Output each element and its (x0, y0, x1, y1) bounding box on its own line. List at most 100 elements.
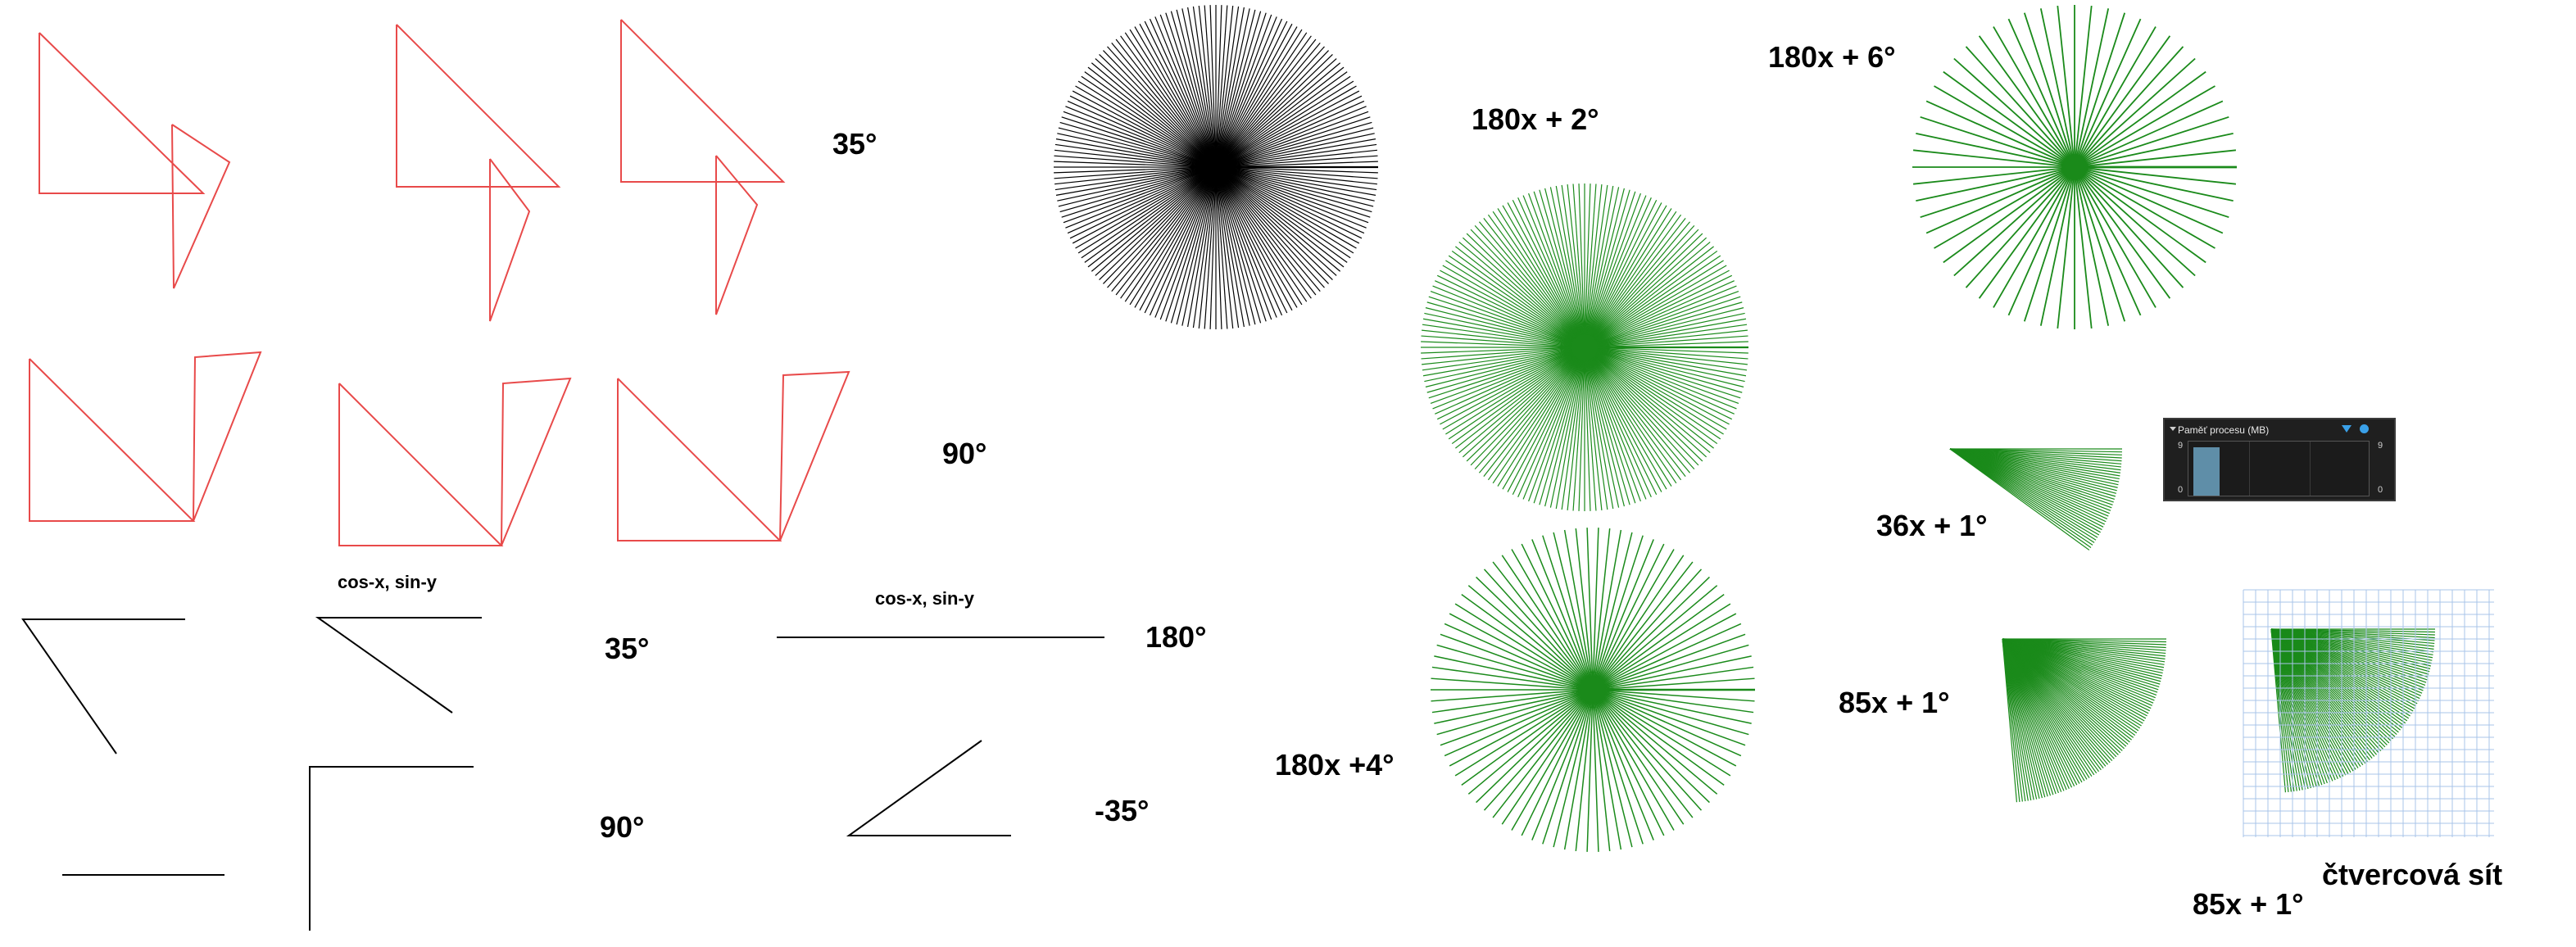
ray (1592, 689, 1633, 848)
ray (2074, 46, 2184, 168)
fan-ray (1949, 448, 2119, 486)
ray (1215, 5, 1228, 168)
ray (1517, 347, 1585, 497)
ray (1209, 5, 1217, 168)
ray (2074, 149, 2237, 168)
fan-ray (1949, 448, 2116, 494)
plot-gridline (2310, 442, 2311, 496)
ray (1555, 185, 1585, 348)
red-polyline-3 (620, 19, 786, 183)
ray (1916, 132, 2075, 168)
ray (1533, 347, 1585, 504)
ray (1215, 18, 1283, 168)
ray (1215, 166, 1317, 296)
ray (1592, 689, 1675, 831)
ray (1054, 155, 1217, 168)
ray (1584, 218, 1686, 348)
black-angle-1 (21, 618, 185, 754)
ray (1215, 116, 1371, 168)
ray (1592, 594, 1725, 691)
axis-max-right: 9 (2378, 441, 2383, 451)
radial-stars-group (1054, 5, 2237, 852)
dot-icon[interactable] (2360, 424, 2369, 433)
ray (1215, 90, 1360, 168)
ray (1584, 347, 1748, 365)
ray (1592, 689, 1644, 845)
ray (1215, 58, 1337, 168)
plot-gridline (2249, 442, 2250, 496)
ray (1483, 569, 1594, 691)
ray (1103, 166, 1217, 284)
ray (1087, 66, 1217, 168)
ray (1436, 689, 1594, 736)
ray (1215, 6, 1240, 168)
ray (1111, 42, 1217, 168)
ray (1215, 14, 1272, 168)
ray (1592, 569, 1703, 691)
ray (1584, 347, 1741, 399)
ray (1059, 166, 1217, 213)
ray (1120, 166, 1217, 299)
ray (1215, 9, 1256, 168)
ray (1592, 644, 1749, 691)
ray (1925, 166, 2075, 234)
ray (1084, 71, 1217, 168)
ray (1181, 8, 1217, 168)
ray (1572, 184, 1585, 348)
ray (1584, 233, 1703, 348)
ray (1103, 50, 1217, 168)
ray (1176, 9, 1217, 168)
ray (1584, 347, 1672, 487)
ray (1215, 54, 1333, 168)
ray (1215, 166, 1256, 325)
ray (1451, 347, 1585, 445)
ray (1129, 29, 1217, 168)
ray (1512, 347, 1585, 496)
ray (1440, 689, 1594, 746)
label-90-bottom: 90° (600, 810, 645, 844)
ray (2074, 132, 2234, 168)
ray (1422, 318, 1585, 348)
ray (1584, 255, 1721, 348)
ray (1584, 347, 1677, 484)
ray (1061, 116, 1217, 168)
red-polyline-6 (617, 378, 782, 541)
fan-ray (1949, 448, 2120, 483)
filter-icon[interactable] (2342, 425, 2352, 433)
ray (1115, 166, 1217, 296)
ray (1215, 166, 1378, 179)
ray (1517, 197, 1585, 348)
ray (1584, 224, 1695, 348)
ray (1511, 689, 1594, 831)
square-grid (2243, 589, 2494, 837)
ray (1215, 85, 1357, 168)
fan-ray (1949, 448, 2104, 528)
ray (1542, 689, 1594, 845)
ray (1215, 166, 1298, 308)
ray (1492, 689, 1594, 818)
fan-ray (1949, 448, 2118, 488)
fan-ray (1949, 448, 2120, 480)
ray (1584, 324, 1748, 348)
ray (1584, 270, 1730, 348)
ray (1584, 347, 1743, 393)
ray (1584, 296, 1741, 348)
ray (1584, 185, 1614, 348)
ray (1215, 16, 1277, 168)
label-90-mid: 90° (942, 437, 987, 470)
ray (1934, 85, 2075, 168)
ray (1215, 50, 1329, 168)
ray (1584, 347, 1747, 377)
ray (1592, 528, 1599, 691)
ray (2023, 12, 2075, 168)
ray (1502, 347, 1585, 490)
ray (1063, 111, 1217, 168)
ray (1139, 166, 1217, 311)
ray (1095, 58, 1217, 168)
collapse-triangle-icon[interactable] (2170, 427, 2176, 431)
ray (1444, 623, 1594, 691)
ray (2074, 166, 2206, 264)
ray (1204, 5, 1217, 168)
ray (2057, 166, 2075, 329)
ray (1584, 347, 1608, 510)
